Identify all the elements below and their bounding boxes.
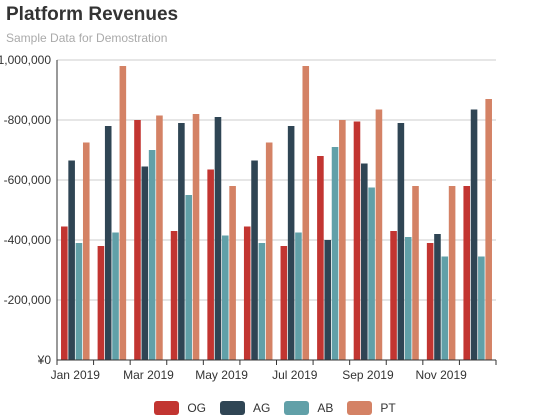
- bar-pt-5: [265, 142, 273, 360]
- bar-og-8: [353, 121, 361, 360]
- y-tick-label: -800,000: [4, 113, 52, 127]
- bar-ag-8: [361, 163, 368, 360]
- bar-pt-1: [119, 66, 127, 360]
- bar-ab-1: [112, 232, 119, 360]
- bar-ab-2: [148, 150, 156, 360]
- y-tick-label: -1,000,000: [0, 53, 51, 67]
- bar-ag-9: [397, 123, 405, 360]
- bar-og-0: [61, 226, 68, 360]
- chart-subtitle: Sample Data for Demostration: [6, 31, 168, 45]
- bar-og-3: [170, 231, 178, 360]
- bar-ab-10: [441, 256, 449, 360]
- legend-label: AG: [252, 401, 271, 415]
- bar-ab-11: [478, 256, 485, 360]
- legend-item-pt[interactable]: PT: [347, 401, 396, 415]
- x-tick-label: Jan 2019: [51, 368, 101, 382]
- legend-swatch: [347, 401, 373, 415]
- bar-og-1: [97, 246, 105, 360]
- bar-pt-7: [339, 120, 346, 360]
- bar-pt-2: [156, 115, 163, 360]
- bar-ab-8: [368, 187, 375, 360]
- x-tick-label: Sep 2019: [342, 368, 394, 382]
- bar-ab-3: [185, 195, 192, 360]
- y-tick-label: -200,000: [4, 293, 52, 307]
- bar-ag-11: [470, 109, 478, 360]
- bar-ab-6: [295, 232, 302, 360]
- bar-ag-3: [178, 123, 185, 360]
- bar-pt-6: [302, 66, 310, 360]
- bar-chart: -1,000,000 -800,000 -600,000 -400,000 -200,0…: [0, 53, 497, 382]
- bar-og-7: [317, 156, 324, 360]
- chart-title: Platform Revenues: [6, 4, 179, 25]
- y-tick-label: -600,000: [4, 173, 52, 187]
- legend-swatch: [219, 401, 245, 415]
- bar-ab-5: [258, 243, 266, 360]
- legend-item-og[interactable]: OG: [154, 401, 206, 415]
- bar-og-10: [426, 243, 434, 360]
- y-tick-label: -400,000: [4, 233, 52, 247]
- legend-label: PT: [380, 401, 396, 415]
- bar-pt-10: [448, 186, 456, 360]
- bar-pt-11: [485, 99, 492, 360]
- bar-ag-2: [141, 166, 149, 360]
- legend-swatch: [284, 401, 310, 415]
- x-tick-label: Mar 2019: [123, 368, 174, 382]
- bar-og-4: [207, 169, 214, 360]
- legend-item-ag[interactable]: AG: [219, 401, 271, 415]
- legend-item-ab[interactable]: AB: [284, 401, 333, 415]
- bar-pt-0: [82, 142, 90, 360]
- bar-og-11: [463, 186, 471, 360]
- x-tick-label: May 2019: [195, 368, 248, 382]
- bar-ab-4: [221, 235, 229, 360]
- bar-ag-1: [104, 126, 112, 360]
- x-tick-label: Nov 2019: [415, 368, 467, 382]
- legend-swatch: [154, 401, 180, 415]
- bar-ab-0: [75, 243, 83, 360]
- bar-ag-4: [214, 117, 222, 360]
- bar-pt-8: [375, 109, 383, 360]
- bar-ag-5: [251, 160, 258, 360]
- bar-og-9: [390, 231, 397, 360]
- legend-label: OG: [187, 401, 206, 415]
- bar-ag-7: [324, 240, 332, 360]
- bar-pt-3: [192, 114, 200, 360]
- bar-og-6: [280, 246, 288, 360]
- bar-ag-6: [287, 126, 295, 360]
- bar-ag-0: [68, 160, 75, 360]
- bar-pt-9: [412, 186, 419, 360]
- bar-og-2: [134, 120, 141, 360]
- x-tick-label: Jul 2019: [272, 368, 318, 382]
- chart-legend: OG AG AB PT: [0, 400, 550, 416]
- bar-og-5: [243, 226, 251, 360]
- bar-ag-10: [434, 234, 441, 360]
- bar-pt-4: [229, 186, 236, 360]
- bar-ab-9: [404, 237, 412, 360]
- legend-label: AB: [317, 401, 334, 415]
- bar-ab-7: [331, 147, 339, 360]
- y-tick-label: ¥0: [37, 353, 52, 367]
